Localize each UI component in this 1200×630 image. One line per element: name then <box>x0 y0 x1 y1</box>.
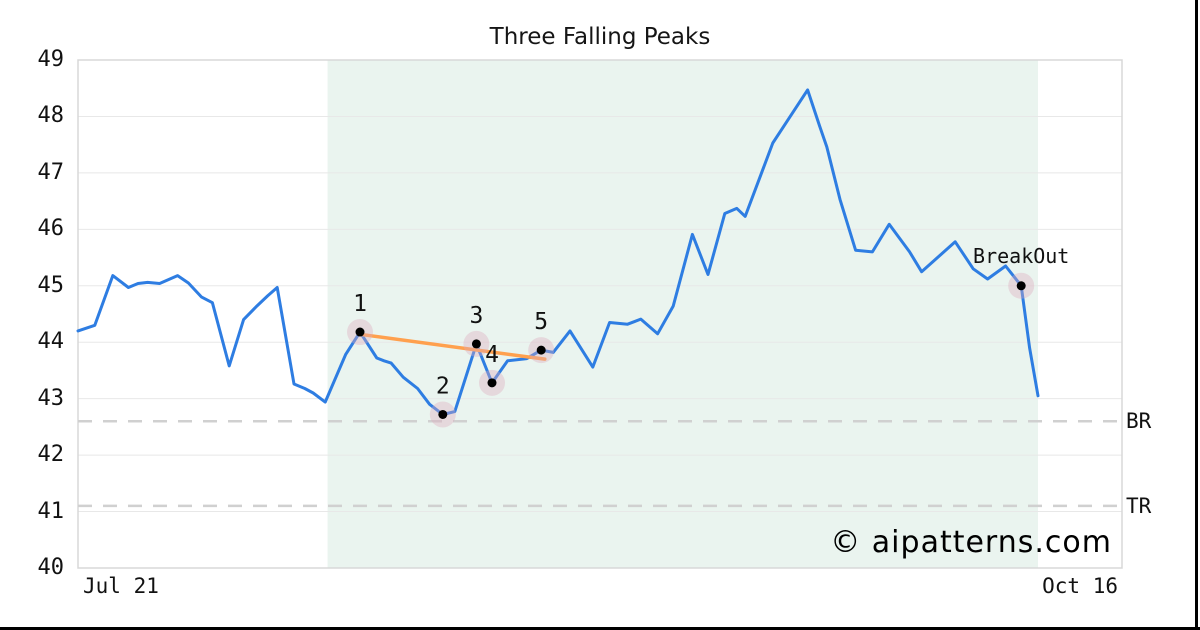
y-tick-48: 48 <box>37 103 65 129</box>
y-tick-45: 45 <box>37 272 65 298</box>
x-axis-start-label: Jul 21 <box>83 574 159 598</box>
marker-dot-1 <box>355 327 365 337</box>
marker-dot-3 <box>471 339 481 349</box>
x-axis-end-label: Oct 16 <box>1042 574 1118 598</box>
breakout-level-label: BR <box>1126 409 1152 434</box>
y-tick-41: 41 <box>37 498 65 524</box>
y-tick-42: 42 <box>37 442 65 468</box>
marker-label-4: 4 <box>485 342 499 368</box>
plot-border <box>77 59 1123 569</box>
watermark: © aipatterns.com <box>830 525 1112 560</box>
y-tick-43: 43 <box>37 385 65 411</box>
price-line <box>76 88 1040 416</box>
marker-label-5: 5 <box>534 309 548 335</box>
y-tick-40: 40 <box>37 555 65 580</box>
marker-dot-4 <box>487 378 497 388</box>
pattern-zone <box>327 60 1039 568</box>
y-tick-49: 49 <box>37 47 65 72</box>
trendline <box>358 332 547 361</box>
marker-label-3: 3 <box>469 303 483 329</box>
marker-label-1: 1 <box>353 291 367 317</box>
chart-title: Three Falling Peaks <box>489 24 711 50</box>
bottom-border-bar <box>0 627 1200 630</box>
target-level-label: TR <box>1126 493 1152 518</box>
marker-label-2: 2 <box>436 373 450 399</box>
marker-dot-2 <box>438 409 448 419</box>
y-tick-44: 44 <box>37 329 65 355</box>
marker-dot-5 <box>536 345 546 355</box>
y-tick-46: 46 <box>37 216 65 242</box>
right-border-bar <box>1195 0 1198 630</box>
breakout-annotation: BreakOut <box>973 243 1070 268</box>
y-tick-47: 47 <box>37 159 65 185</box>
marker-dot-BreakOut <box>1016 281 1026 291</box>
